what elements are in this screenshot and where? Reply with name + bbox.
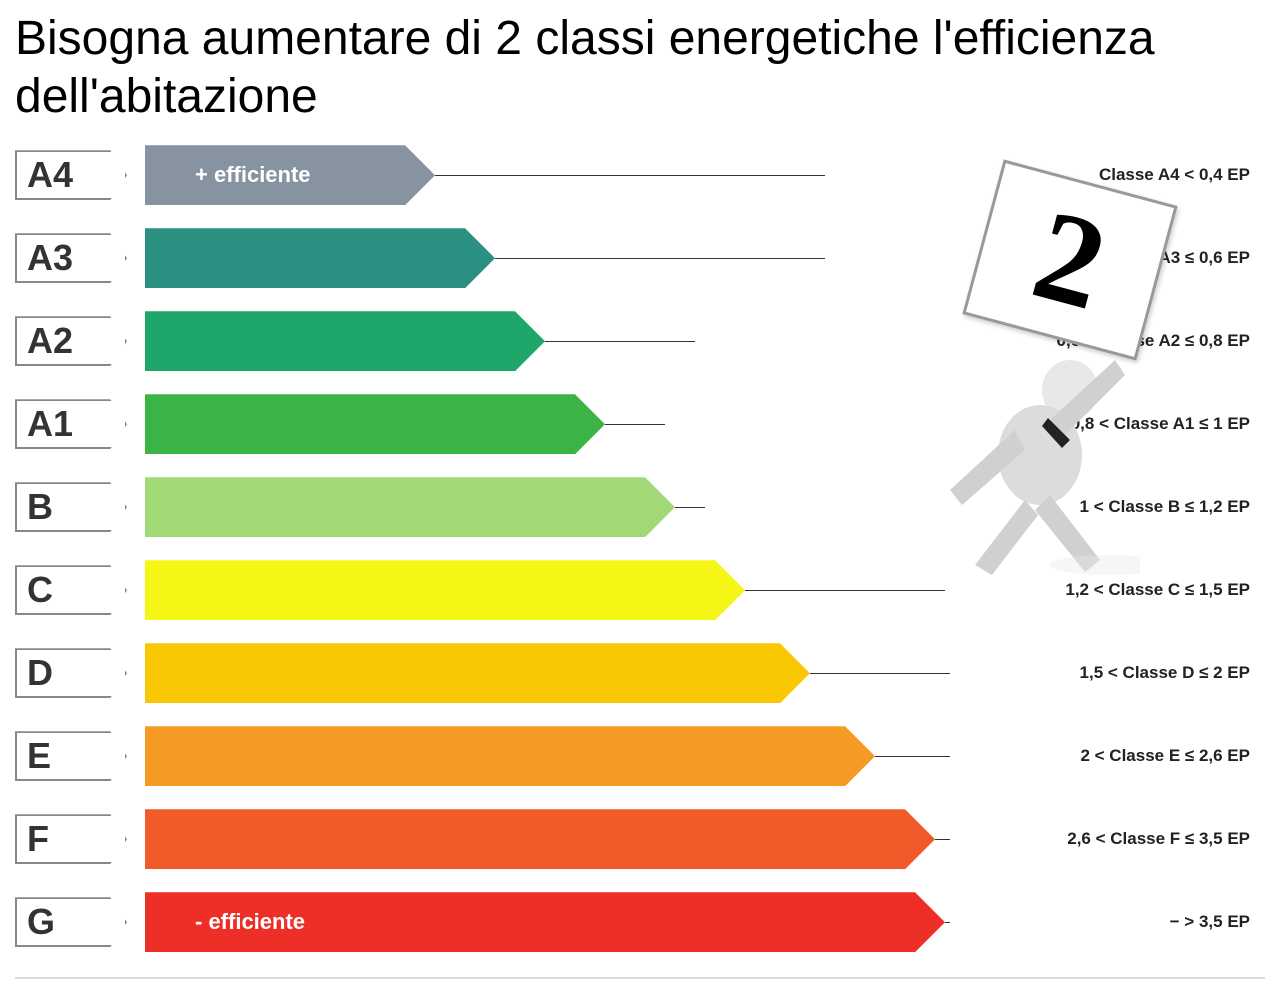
class-label: G xyxy=(15,897,127,947)
class-arrow xyxy=(145,809,935,869)
class-label: F xyxy=(15,814,127,864)
connector-line xyxy=(875,756,950,757)
bottom-divider xyxy=(15,977,1265,979)
connector-line xyxy=(605,424,665,425)
class-arrow xyxy=(145,228,495,288)
connector-line xyxy=(435,175,825,176)
class-label: D xyxy=(15,648,127,698)
connector-line xyxy=(495,258,825,259)
energy-row-G: G - efficiente − > 3,5 EP xyxy=(15,892,1265,967)
sign-number: 2 xyxy=(1019,179,1121,341)
class-label: A1 xyxy=(15,399,127,449)
class-label: E xyxy=(15,731,127,781)
energy-row-F: F 2,6 < Classe F ≤ 3,5 EP xyxy=(15,809,1265,884)
class-label: A3 xyxy=(15,233,127,283)
energy-row-E: E 2 < Classe E ≤ 2,6 EP xyxy=(15,726,1265,801)
class-description: Classe A4 < 0,4 EP xyxy=(1099,165,1250,185)
class-arrow xyxy=(145,394,605,454)
class-description: 1,2 < Classe C ≤ 1,5 EP xyxy=(1065,580,1250,600)
class-label: C xyxy=(15,565,127,615)
class-description: 2 < Classe E ≤ 2,6 EP xyxy=(1080,746,1250,766)
class-label: A4 xyxy=(15,150,127,200)
connector-line xyxy=(745,590,945,591)
person-figure-icon xyxy=(920,340,1140,580)
class-arrow xyxy=(145,560,745,620)
class-description: − > 3,5 EP xyxy=(1170,912,1250,932)
class-label: B xyxy=(15,482,127,532)
connector-line xyxy=(675,507,705,508)
class-description: 1,5 < Classe D ≤ 2 EP xyxy=(1080,663,1250,683)
connector-line xyxy=(810,673,950,674)
class-arrow: - efficiente xyxy=(145,892,945,952)
class-label: A2 xyxy=(15,316,127,366)
class-arrow xyxy=(145,311,545,371)
class-arrow: + efficiente xyxy=(145,145,435,205)
class-arrow xyxy=(145,643,810,703)
class-arrow xyxy=(145,477,675,537)
connector-line xyxy=(545,341,695,342)
class-arrow xyxy=(145,726,875,786)
connector-line xyxy=(935,839,950,840)
connector-line xyxy=(945,922,950,923)
class-description: 2,6 < Classe F ≤ 3,5 EP xyxy=(1067,829,1250,849)
energy-row-D: D 1,5 < Classe D ≤ 2 EP xyxy=(15,643,1265,718)
page-title: Bisogna aumentare di 2 classi energetich… xyxy=(0,0,1280,145)
